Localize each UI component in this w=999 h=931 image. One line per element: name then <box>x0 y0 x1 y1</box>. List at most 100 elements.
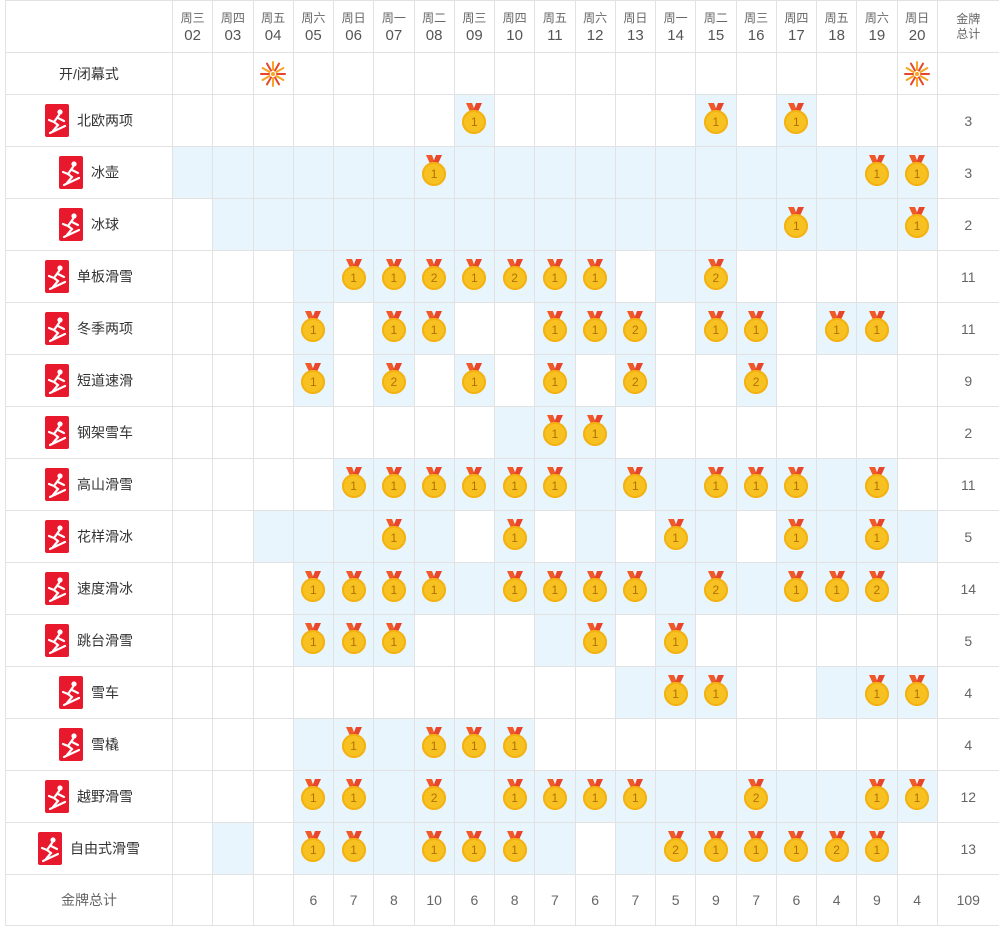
schedule-cell[interactable]: 2 <box>695 250 737 303</box>
schedule-cell[interactable] <box>171 406 214 459</box>
schedule-cell[interactable] <box>453 770 496 823</box>
schedule-cell[interactable]: 1 <box>856 458 898 511</box>
schedule-cell[interactable] <box>252 822 294 875</box>
schedule-cell[interactable] <box>815 250 858 303</box>
schedule-cell[interactable]: 1 <box>856 666 898 719</box>
schedule-cell[interactable] <box>171 770 214 823</box>
schedule-cell[interactable] <box>252 354 294 407</box>
schedule-cell[interactable] <box>212 614 254 667</box>
schedule-cell[interactable] <box>815 354 858 407</box>
schedule-cell[interactable] <box>775 146 818 199</box>
schedule-cell[interactable]: 1 <box>413 302 455 355</box>
schedule-cell[interactable]: 1 <box>292 302 335 355</box>
schedule-cell[interactable] <box>373 94 415 147</box>
schedule-cell[interactable]: 1 <box>373 562 415 615</box>
schedule-cell[interactable] <box>332 354 375 407</box>
sport-name-cell[interactable]: 北欧两项 <box>5 94 173 147</box>
schedule-cell[interactable] <box>695 198 737 251</box>
schedule-cell[interactable] <box>373 198 415 251</box>
schedule-cell[interactable]: 2 <box>493 250 536 303</box>
schedule-cell[interactable] <box>171 198 214 251</box>
schedule-cell[interactable] <box>815 146 858 199</box>
sport-name[interactable]: 速度滑冰 <box>77 580 133 597</box>
schedule-cell[interactable] <box>654 146 697 199</box>
schedule-cell[interactable] <box>413 614 455 667</box>
schedule-cell[interactable]: 1 <box>856 146 898 199</box>
schedule-cell[interactable] <box>453 302 496 355</box>
schedule-cell[interactable] <box>171 146 214 199</box>
sport-name-cell[interactable]: 速度滑冰 <box>5 562 173 615</box>
schedule-cell[interactable] <box>775 354 818 407</box>
schedule-cell[interactable] <box>252 94 294 147</box>
schedule-cell[interactable] <box>735 562 777 615</box>
schedule-cell[interactable]: 1 <box>896 146 938 199</box>
schedule-cell[interactable] <box>252 614 294 667</box>
schedule-cell[interactable] <box>574 146 616 199</box>
schedule-cell[interactable] <box>614 822 657 875</box>
schedule-cell[interactable] <box>695 406 737 459</box>
schedule-cell[interactable] <box>775 718 818 771</box>
sport-name[interactable]: 跳台滑雪 <box>77 632 133 649</box>
schedule-cell[interactable] <box>614 666 657 719</box>
schedule-cell[interactable] <box>695 146 737 199</box>
schedule-cell[interactable] <box>453 406 496 459</box>
schedule-cell[interactable] <box>252 510 294 563</box>
schedule-cell[interactable] <box>171 822 214 875</box>
schedule-cell[interactable] <box>373 666 415 719</box>
schedule-cell[interactable]: 1 <box>332 458 375 511</box>
schedule-cell[interactable]: 1 <box>654 614 697 667</box>
schedule-cell[interactable] <box>534 146 576 199</box>
schedule-cell[interactable]: 1 <box>815 302 858 355</box>
schedule-cell[interactable] <box>654 198 697 251</box>
schedule-cell[interactable] <box>332 406 375 459</box>
schedule-cell[interactable] <box>332 198 375 251</box>
schedule-cell[interactable] <box>212 458 254 511</box>
schedule-cell[interactable] <box>493 302 536 355</box>
schedule-cell[interactable] <box>654 406 697 459</box>
schedule-cell[interactable] <box>453 562 496 615</box>
schedule-cell[interactable] <box>896 354 938 407</box>
schedule-cell[interactable]: 1 <box>373 510 415 563</box>
sport-name[interactable]: 冬季两项 <box>77 320 133 337</box>
sport-name-cell[interactable]: 雪车 <box>5 666 173 719</box>
schedule-cell[interactable] <box>252 458 294 511</box>
schedule-cell[interactable] <box>695 614 737 667</box>
schedule-cell[interactable]: 1 <box>493 718 536 771</box>
schedule-cell[interactable]: 1 <box>574 250 616 303</box>
schedule-cell[interactable]: 1 <box>815 562 858 615</box>
schedule-cell[interactable] <box>212 666 254 719</box>
schedule-cell[interactable] <box>212 406 254 459</box>
schedule-cell[interactable]: 1 <box>332 718 375 771</box>
schedule-cell[interactable] <box>856 250 898 303</box>
schedule-cell[interactable]: 2 <box>735 354 777 407</box>
schedule-cell[interactable] <box>574 718 616 771</box>
sport-name[interactable]: 雪车 <box>91 684 119 701</box>
schedule-cell[interactable] <box>735 146 777 199</box>
schedule-cell[interactable] <box>171 458 214 511</box>
schedule-cell[interactable] <box>775 406 818 459</box>
schedule-cell[interactable] <box>815 770 858 823</box>
sport-name-cell[interactable]: 雪橇 <box>5 718 173 771</box>
schedule-cell[interactable] <box>332 302 375 355</box>
schedule-cell[interactable] <box>735 666 777 719</box>
schedule-cell[interactable] <box>534 198 576 251</box>
schedule-cell[interactable] <box>493 198 536 251</box>
schedule-cell[interactable] <box>332 666 375 719</box>
sport-name[interactable]: 单板滑雪 <box>77 268 133 285</box>
schedule-cell[interactable]: 1 <box>614 562 657 615</box>
schedule-cell[interactable] <box>413 198 455 251</box>
schedule-cell[interactable] <box>614 510 657 563</box>
schedule-cell[interactable]: 2 <box>614 354 657 407</box>
schedule-cell[interactable]: 1 <box>332 822 375 875</box>
schedule-cell[interactable]: 1 <box>695 458 737 511</box>
schedule-cell[interactable] <box>212 302 254 355</box>
sport-name-cell[interactable]: 花样滑冰 <box>5 510 173 563</box>
schedule-cell[interactable] <box>212 562 254 615</box>
schedule-cell[interactable] <box>775 302 818 355</box>
schedule-cell[interactable]: 1 <box>292 770 335 823</box>
schedule-cell[interactable] <box>534 94 576 147</box>
schedule-cell[interactable] <box>252 718 294 771</box>
schedule-cell[interactable] <box>654 770 697 823</box>
sport-name[interactable]: 越野滑雪 <box>77 788 133 805</box>
schedule-cell[interactable]: 1 <box>574 770 616 823</box>
